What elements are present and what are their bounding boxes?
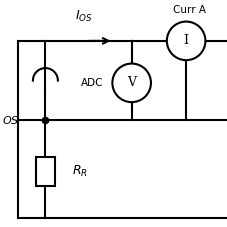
Circle shape (167, 22, 205, 60)
Text: $I_{OS}$: $I_{OS}$ (75, 9, 93, 24)
Circle shape (112, 64, 151, 102)
Text: $OS$: $OS$ (2, 114, 20, 126)
Text: I: I (184, 34, 189, 47)
Text: $R_R$: $R_R$ (72, 164, 87, 179)
Text: V: V (127, 76, 136, 89)
Text: Curr A: Curr A (173, 5, 205, 15)
Text: ADC: ADC (81, 78, 103, 88)
Bar (36, 157, 55, 186)
